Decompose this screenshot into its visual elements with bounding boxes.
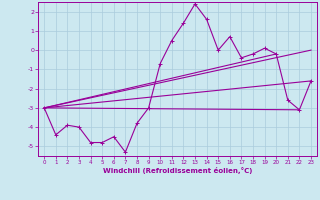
X-axis label: Windchill (Refroidissement éolien,°C): Windchill (Refroidissement éolien,°C) <box>103 167 252 174</box>
